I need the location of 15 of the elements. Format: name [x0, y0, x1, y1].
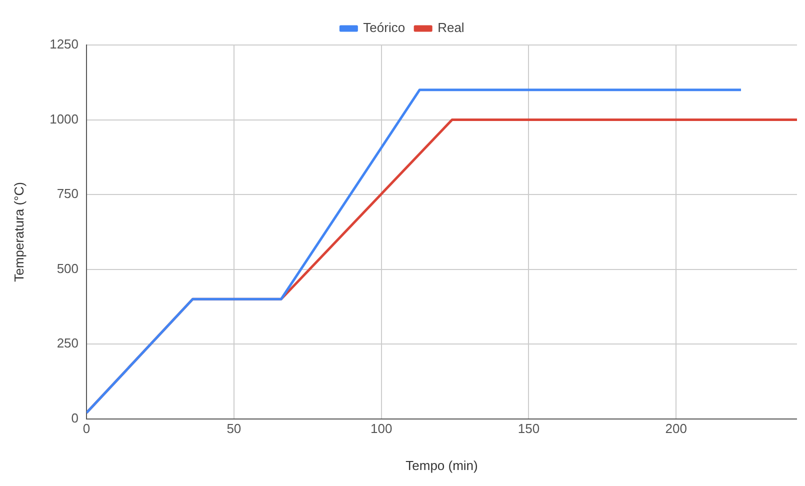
x-tick-label: 150 — [518, 421, 540, 436]
y-axis-title: Temperatura (°C) — [11, 182, 26, 282]
x-axis-title: Tempo (min) — [406, 458, 478, 473]
y-tick-label: 1250 — [50, 36, 79, 52]
x-tick-label: 200 — [665, 421, 687, 436]
y-tick-label: 1000 — [50, 111, 79, 126]
y-tick-label: 250 — [56, 336, 79, 351]
x-tick-label: 100 — [370, 421, 392, 436]
legend-label: Real — [438, 20, 464, 36]
y-tick-label: 750 — [56, 186, 79, 202]
legend-label: Teórico — [363, 20, 406, 36]
x-tick-label: 50 — [226, 421, 242, 436]
x-tick-label: 0 — [82, 421, 90, 436]
y-tick-label: 500 — [56, 260, 79, 276]
y-tick-label: 0 — [71, 410, 79, 426]
